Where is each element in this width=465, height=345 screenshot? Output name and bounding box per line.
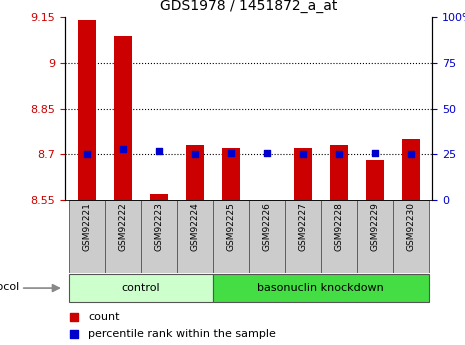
Bar	[186, 145, 204, 200]
Text: GSM92225: GSM92225	[226, 202, 235, 251]
Text: control: control	[121, 283, 160, 293]
Bar	[366, 160, 384, 200]
Text: basonuclin knockdown: basonuclin knockdown	[258, 283, 384, 293]
Text: GSM92224: GSM92224	[190, 202, 199, 251]
Bar	[222, 148, 240, 200]
Bar	[321, 200, 357, 273]
Bar	[393, 200, 429, 273]
Bar	[249, 200, 285, 273]
Text: protocol: protocol	[0, 282, 20, 292]
Bar	[177, 200, 213, 273]
Point	[263, 150, 271, 155]
Text: GSM92226: GSM92226	[262, 202, 271, 251]
Bar	[114, 36, 132, 200]
Title: GDS1978 / 1451872_a_at: GDS1978 / 1451872_a_at	[160, 0, 338, 13]
Bar	[141, 200, 177, 273]
Text: GSM92229: GSM92229	[370, 202, 379, 251]
Bar	[213, 200, 249, 273]
Text: GSM92223: GSM92223	[154, 202, 163, 251]
Bar	[213, 274, 429, 302]
Bar	[294, 148, 312, 200]
Text: GSM92227: GSM92227	[298, 202, 307, 251]
Bar	[105, 200, 141, 273]
Point	[227, 150, 234, 155]
Point	[335, 151, 343, 157]
Bar	[69, 200, 105, 273]
Point	[71, 331, 78, 337]
Point	[119, 146, 126, 152]
Text: GSM92222: GSM92222	[118, 202, 127, 251]
Point	[83, 151, 90, 157]
Bar	[78, 20, 96, 200]
Bar	[285, 200, 321, 273]
Point	[71, 314, 78, 319]
Text: GSM92230: GSM92230	[406, 202, 415, 251]
Text: GSM92221: GSM92221	[82, 202, 91, 251]
Point	[191, 151, 199, 157]
Point	[371, 150, 379, 155]
Bar	[69, 274, 213, 302]
Bar	[357, 200, 393, 273]
Text: percentile rank within the sample: percentile rank within the sample	[88, 329, 276, 339]
Bar	[402, 139, 420, 200]
Point	[155, 148, 162, 154]
Point	[407, 151, 415, 157]
Text: count: count	[88, 312, 120, 322]
Bar	[150, 194, 168, 200]
Text: GSM92228: GSM92228	[334, 202, 343, 251]
Point	[299, 151, 306, 157]
Bar	[330, 145, 348, 200]
